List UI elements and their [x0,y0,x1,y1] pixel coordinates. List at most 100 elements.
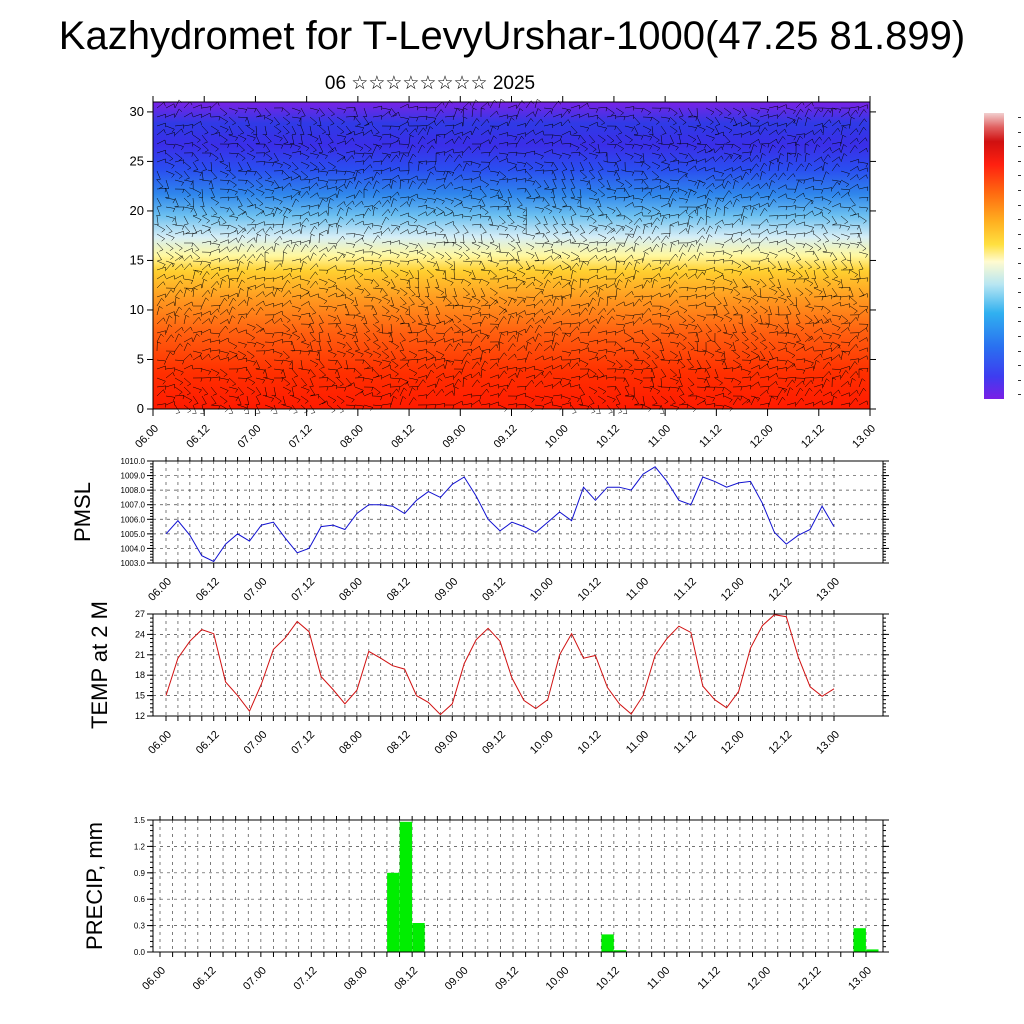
pmsl-x-tick-label: 12.00 [719,576,747,604]
colorbar-tick [1018,146,1021,148]
precip-x-tick-label: 09.12 [493,965,521,993]
precip-y-tick-label: 0.6 [134,895,146,904]
temp-x-tick-label: 10.00 [528,729,556,757]
cross-section-y-tick-label: 10 [130,302,144,317]
temp-y-axis-label: TEMP at 2 M [87,601,112,729]
colorbar-tick [1018,233,1021,235]
colorbar [984,113,1004,399]
temp-frame [152,613,884,717]
temp-x-tick-label: 11.12 [672,729,699,756]
colorbar-tick [1018,277,1021,279]
cross-section-x-tick-label: 12.12 [799,423,827,451]
temp-x-tick-label: 13.00 [814,729,842,757]
colorbar-tick [1018,160,1021,162]
colorbar-tick [1018,204,1021,206]
pmsl-y-tick-label: 1010.0 [121,457,146,466]
precip-bar [412,923,425,952]
cross-section-y-tick-label: 5 [137,351,144,366]
cross-section-frame [152,101,871,410]
precip-bar [387,872,400,952]
cross-section-x-tick-label: 10.00 [543,423,571,451]
precip-bar [614,950,627,952]
precip-x-tick-label: 06.00 [140,965,168,993]
precip-bar [866,949,879,952]
cross-section-y-tick-label: 25 [130,153,144,168]
pmsl-x-tick-label: 07.00 [242,576,270,604]
colorbar-tick [1018,350,1021,352]
page-subtitle: 06 ☆☆☆☆☆☆☆☆ 2025 [324,73,536,94]
precip-x-tick-label: 11.12 [695,965,722,992]
pmsl-x-tick-label: 11.00 [624,576,651,603]
pmsl-y-tick-label: 1005.0 [121,530,146,539]
temp-y-tick-label: 24 [135,629,145,639]
temp-y-tick-label: 27 [135,609,145,619]
precip-y-tick-label: 0.3 [134,922,146,931]
pmsl-y-tick-label: 1003.0 [121,559,146,568]
temp-grid [153,613,883,717]
precip-x-tick-label: 07.12 [291,965,319,993]
precip-bar [853,928,866,952]
pmsl-x-tick-label: 09.12 [480,576,508,604]
colorbar-tick [1018,336,1021,337]
pmsl-x-tick-label: 08.00 [337,576,365,604]
temperature-chart: 12 15 18 21 24 27 TEMP at 2 M 06.00 06.12 07.00 07… [87,601,889,757]
pmsl-x-tick-label: 10.00 [528,576,556,604]
cross-section-y-tick-label: 20 [130,203,144,218]
precip-frame [152,819,884,953]
pmsl-y-tick-label: 1007.0 [121,501,146,510]
colorbar-tick [1018,394,1021,396]
colorbar-tick [1018,117,1021,118]
precip-x-tick-label: 08.12 [392,965,420,993]
colorbar-tick [1018,219,1021,221]
pmsl-y-tick-label: 1006.0 [121,515,146,524]
precip-x-tick-label: 07.00 [241,965,269,993]
temp-x-tick-label: 12.00 [719,729,747,757]
pmsl-y-tick-label: 1008.0 [121,486,146,495]
cross-section-x-tick-label: 07.00 [236,423,264,451]
pmsl-frame [152,460,884,564]
colorbar-tick [1018,306,1021,308]
pmsl-x-tick-label: 06.12 [194,576,222,604]
colorbar-tick [1018,292,1021,294]
cross-section-x-tick-label: 08.12 [389,423,417,451]
pmsl-x-tick-label: 07.12 [289,576,317,604]
precip-x-tick-label: 10.12 [594,965,622,993]
pmsl-x-tick-label: 12.12 [766,576,794,604]
precip-y-tick-label: 1.5 [134,816,146,825]
colorbar-tick [1018,263,1021,264]
temp-x-tick-label: 12.12 [766,729,794,757]
colorbar-tick [1018,248,1021,250]
temp-y-tick-label: 12 [135,711,145,721]
colorbar-tick [1018,175,1021,177]
precip-y-axis-label: PRECIP, mm [82,822,107,950]
temp-y-tick-label: 21 [135,650,145,660]
pmsl-grid [153,460,883,564]
colorbar-tick [1018,131,1021,133]
precip-y-tick-label: 0.9 [134,869,146,878]
cross-section-x-tick-label: 06.00 [133,423,161,451]
wind-barbs [154,98,869,415]
temp-x-tick-label: 07.00 [242,729,270,757]
pmsl-x-tick-label: 11.12 [672,576,699,603]
pmsl-chart: 1003.0 1004.0 1005.0 1006.0 1007.0 1008.0 1009… [70,457,889,604]
pmsl-x-tick-label: 08.12 [385,576,413,604]
precip-bar [399,821,413,952]
cross-section-x-tick-label: 10.12 [594,423,622,451]
cross-section-x-tick-label: 11.00 [646,423,673,450]
cross-section-y-tick-label: 30 [130,104,144,119]
cross-section-x-tick-label: 06.12 [184,423,212,451]
temp-y-tick-label: 18 [135,670,145,680]
precip-y-tick-label: 1.2 [134,842,146,851]
temp-x-tick-label: 09.12 [480,729,508,757]
cross-section-x-tick-label: 08.00 [338,423,366,451]
pmsl-y-tick-label: 1004.0 [121,544,146,553]
pmsl-x-tick-label: 13.00 [814,576,842,604]
pmsl-y-axis-label: PMSL [70,482,95,542]
page-title: Kazhydromet for T-LevyUrshar-1000(47.25 … [58,14,966,58]
precipitation-chart: 0.0 0.3 0.6 0.9 1.2 1.5 PRECIP, mm 06.00 06.12 07… [82,816,889,993]
cross-section-y-tick-label: 0 [137,401,144,416]
pmsl-y-tick-label: 1009.0 [121,472,146,481]
temp-y-tick-label: 15 [135,691,145,701]
temp-x-tick-label: 06.12 [194,729,222,757]
